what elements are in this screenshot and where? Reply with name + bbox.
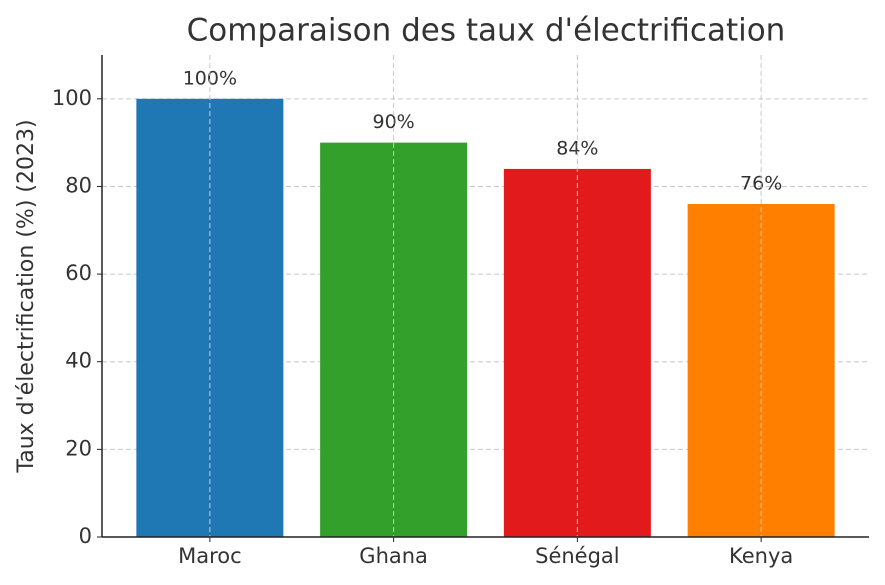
y-tick-label: 20 xyxy=(65,436,92,460)
y-tick-label: 60 xyxy=(65,261,92,285)
y-axis-label: Taux d'électrification (%) (2023) xyxy=(14,119,39,473)
y-tick-label: 100 xyxy=(52,86,92,110)
y-tick-label: 40 xyxy=(65,349,92,373)
value-label: 84% xyxy=(556,137,598,159)
x-tick-label: Ghana xyxy=(359,544,428,568)
x-tick-label: Kenya xyxy=(729,544,793,568)
x-tick-label: Maroc xyxy=(178,544,242,568)
y-tick-label: 0 xyxy=(79,524,92,548)
chart-title: Comparaison des taux d'électrification xyxy=(187,13,786,49)
value-label: 100% xyxy=(183,67,237,89)
x-tick-label: Sénégal xyxy=(535,544,620,568)
y-tick-label: 80 xyxy=(65,173,92,197)
